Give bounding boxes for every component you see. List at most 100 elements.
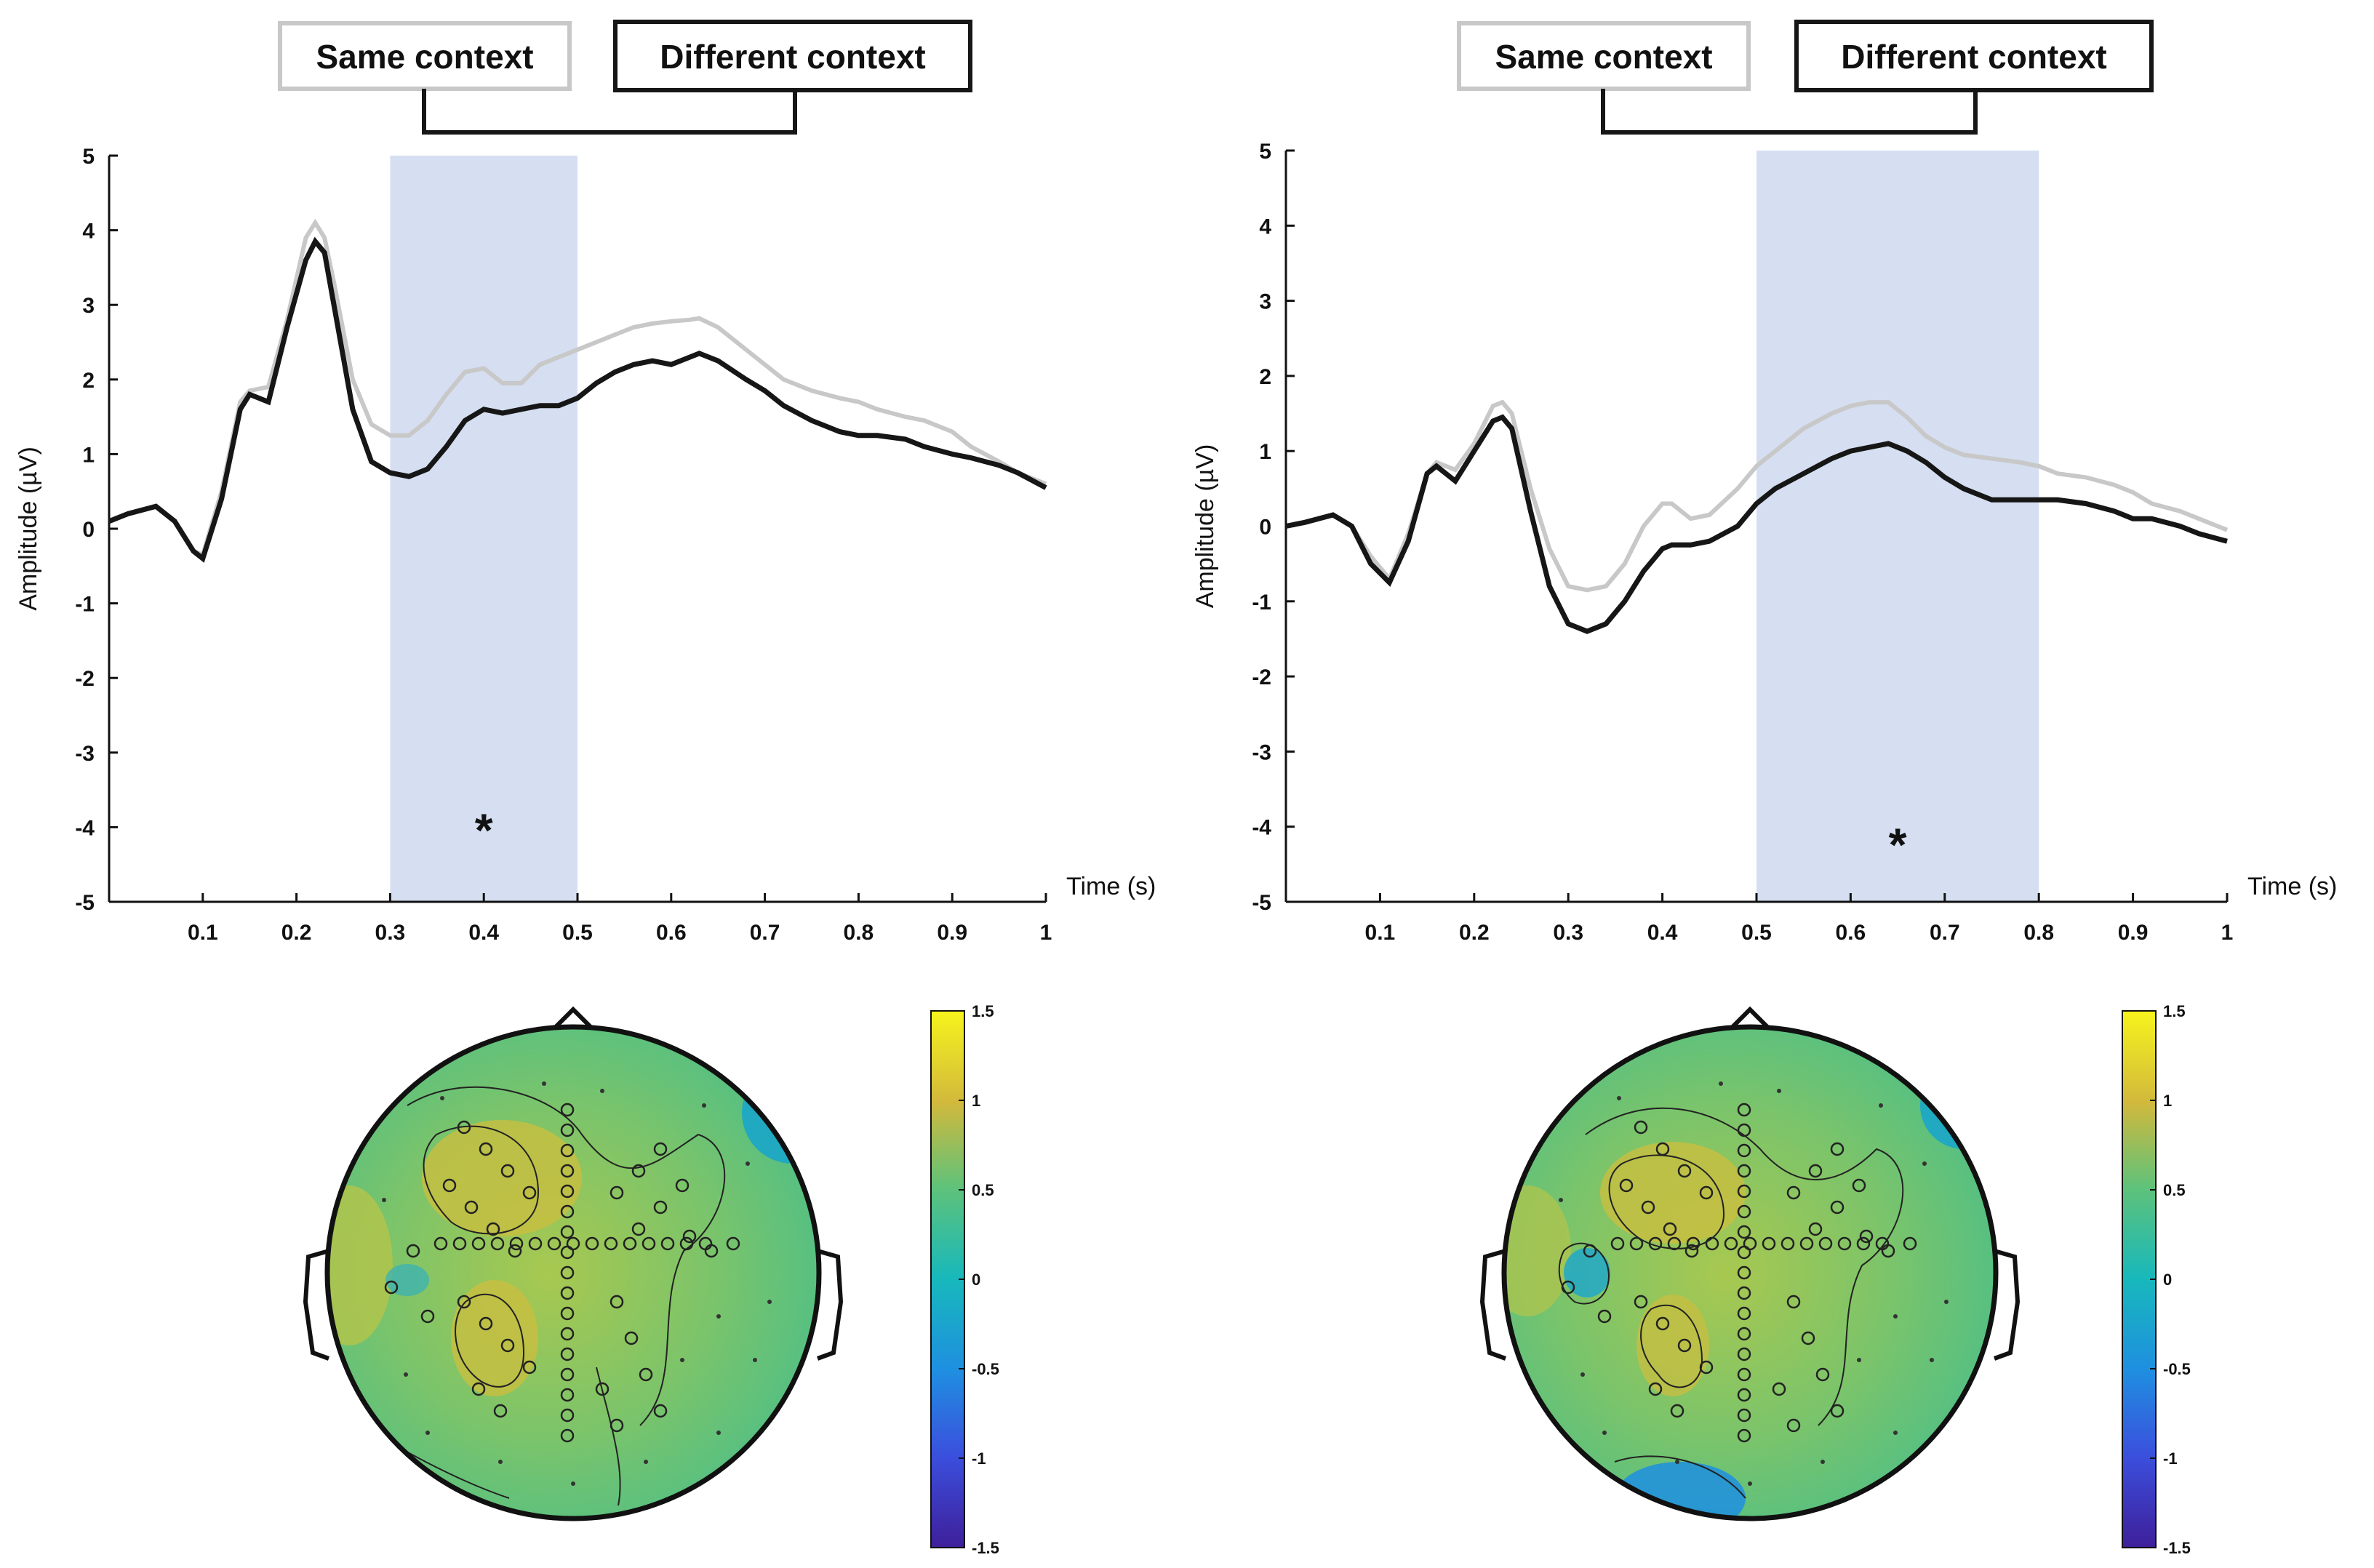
electrode bbox=[1699, 1185, 1714, 1200]
electrode bbox=[1786, 1185, 1801, 1200]
electrode-dot bbox=[404, 1372, 408, 1377]
electrode bbox=[1655, 1316, 1670, 1331]
legend-bracket bbox=[1601, 89, 1978, 135]
electrode bbox=[1818, 1236, 1833, 1251]
electrode bbox=[560, 1103, 575, 1117]
head-outline bbox=[1501, 1024, 1999, 1521]
electrode bbox=[1677, 1164, 1692, 1178]
electrode bbox=[1634, 1295, 1648, 1309]
electrode bbox=[560, 1388, 575, 1402]
contour-line bbox=[596, 1367, 621, 1506]
x-tick-label: 0.2 bbox=[281, 921, 312, 945]
x-tick-labels: 0.1 0.2 0.3 0.4 0.5 0.6 0.7 0.8 0.9 1 bbox=[188, 893, 1052, 945]
electrode bbox=[1737, 1388, 1751, 1402]
y-tick-label: -2 bbox=[1252, 665, 1271, 689]
electrode bbox=[457, 1295, 471, 1309]
electrode-dot bbox=[1602, 1431, 1607, 1435]
electrode bbox=[464, 1200, 479, 1215]
x-tick-label: 0.1 bbox=[1365, 921, 1396, 945]
different-context-line bbox=[108, 236, 1047, 563]
electrode bbox=[1799, 1236, 1814, 1251]
y-tick-label: -1 bbox=[1252, 591, 1271, 615]
electrode bbox=[682, 1229, 697, 1244]
electrode-dot bbox=[1857, 1358, 1861, 1362]
electrode bbox=[595, 1382, 610, 1396]
electrode-dot bbox=[716, 1314, 721, 1319]
colorbar-tick-label: -1.5 bbox=[2163, 1539, 2191, 1557]
electrode bbox=[1737, 1184, 1751, 1199]
electrode-dot bbox=[1580, 1372, 1585, 1377]
y-tick-label: -3 bbox=[75, 742, 95, 766]
electrode-markers bbox=[1559, 1081, 1949, 1486]
electrode-dot bbox=[1922, 1161, 1927, 1166]
electrode bbox=[604, 1236, 618, 1251]
colorbar-tick-label: 0 bbox=[2163, 1271, 2172, 1289]
x-tick-label: 0.7 bbox=[750, 921, 780, 945]
x-axis-label: Time (s) bbox=[2247, 873, 2337, 900]
electrode bbox=[560, 1164, 575, 1178]
electrode bbox=[1737, 1143, 1751, 1158]
x-tick-label: 0.3 bbox=[1553, 921, 1583, 945]
significance-marker: * bbox=[475, 804, 493, 856]
contour-line bbox=[1585, 1107, 1904, 1426]
electrode-dot bbox=[498, 1460, 503, 1464]
contour-line bbox=[407, 1086, 726, 1426]
colorbar-tick-label: 1.5 bbox=[2163, 1002, 2186, 1020]
electrode bbox=[452, 1236, 467, 1251]
left-ear-icon bbox=[303, 1249, 330, 1361]
electrode bbox=[471, 1236, 486, 1251]
electrode bbox=[1597, 1309, 1612, 1324]
x-tick-label: 0.7 bbox=[1930, 921, 1960, 945]
x-tick-label: 0.6 bbox=[1836, 921, 1866, 945]
y-tick-label: 4 bbox=[82, 220, 95, 244]
y-tick-label: -4 bbox=[75, 816, 95, 840]
electrode bbox=[457, 1120, 471, 1135]
electrode bbox=[1648, 1382, 1663, 1396]
electrode bbox=[675, 1178, 690, 1193]
y-tick-label: 4 bbox=[1259, 215, 1271, 239]
legend-same-box bbox=[278, 21, 572, 91]
electrode bbox=[1837, 1236, 1852, 1251]
legend-different-box bbox=[613, 20, 972, 92]
contour-line bbox=[423, 1125, 540, 1235]
electrode bbox=[560, 1143, 575, 1158]
electrode-dot bbox=[1719, 1081, 1723, 1086]
electrode bbox=[500, 1164, 515, 1178]
electrode bbox=[1737, 1327, 1751, 1341]
electrode bbox=[1677, 1338, 1692, 1353]
electrode bbox=[560, 1408, 575, 1423]
electrode bbox=[509, 1236, 524, 1251]
electrode bbox=[500, 1338, 515, 1353]
electrode-dot bbox=[1675, 1460, 1679, 1464]
negative-cluster bbox=[1564, 1248, 1610, 1297]
electrode bbox=[726, 1236, 740, 1251]
electrode-dot bbox=[1777, 1089, 1781, 1093]
electrode bbox=[1772, 1382, 1786, 1396]
electrode bbox=[1737, 1245, 1751, 1260]
y-tick-label: 2 bbox=[1259, 365, 1271, 389]
electrode bbox=[406, 1244, 420, 1258]
electrode bbox=[1724, 1236, 1738, 1251]
electrode bbox=[1583, 1244, 1597, 1258]
electrode bbox=[653, 1404, 668, 1418]
electrode-dot bbox=[1879, 1103, 1883, 1108]
significance-marker: * bbox=[1889, 818, 1907, 871]
colorbar-tick-label: -1.5 bbox=[972, 1539, 999, 1557]
y-tick-label: 0 bbox=[1259, 516, 1271, 540]
electrode-dot bbox=[716, 1431, 721, 1435]
negative-cluster bbox=[1615, 1462, 1746, 1519]
electrode bbox=[624, 1331, 639, 1345]
electrode bbox=[560, 1347, 575, 1361]
x-tick-label: 0.6 bbox=[656, 921, 687, 945]
legend: Same context Different context bbox=[278, 20, 972, 135]
x-tick-label: 0.8 bbox=[844, 921, 874, 945]
colorbar-tick-label: -1 bbox=[972, 1449, 986, 1468]
electrode bbox=[479, 1142, 493, 1156]
electrode bbox=[508, 1244, 522, 1258]
electrode bbox=[1737, 1286, 1751, 1300]
electrode-dot bbox=[1821, 1460, 1825, 1464]
y-tick-label: -1 bbox=[75, 593, 95, 617]
electrode bbox=[1737, 1347, 1751, 1361]
x-tick-label: 1 bbox=[1040, 921, 1052, 945]
electrode bbox=[653, 1200, 668, 1215]
